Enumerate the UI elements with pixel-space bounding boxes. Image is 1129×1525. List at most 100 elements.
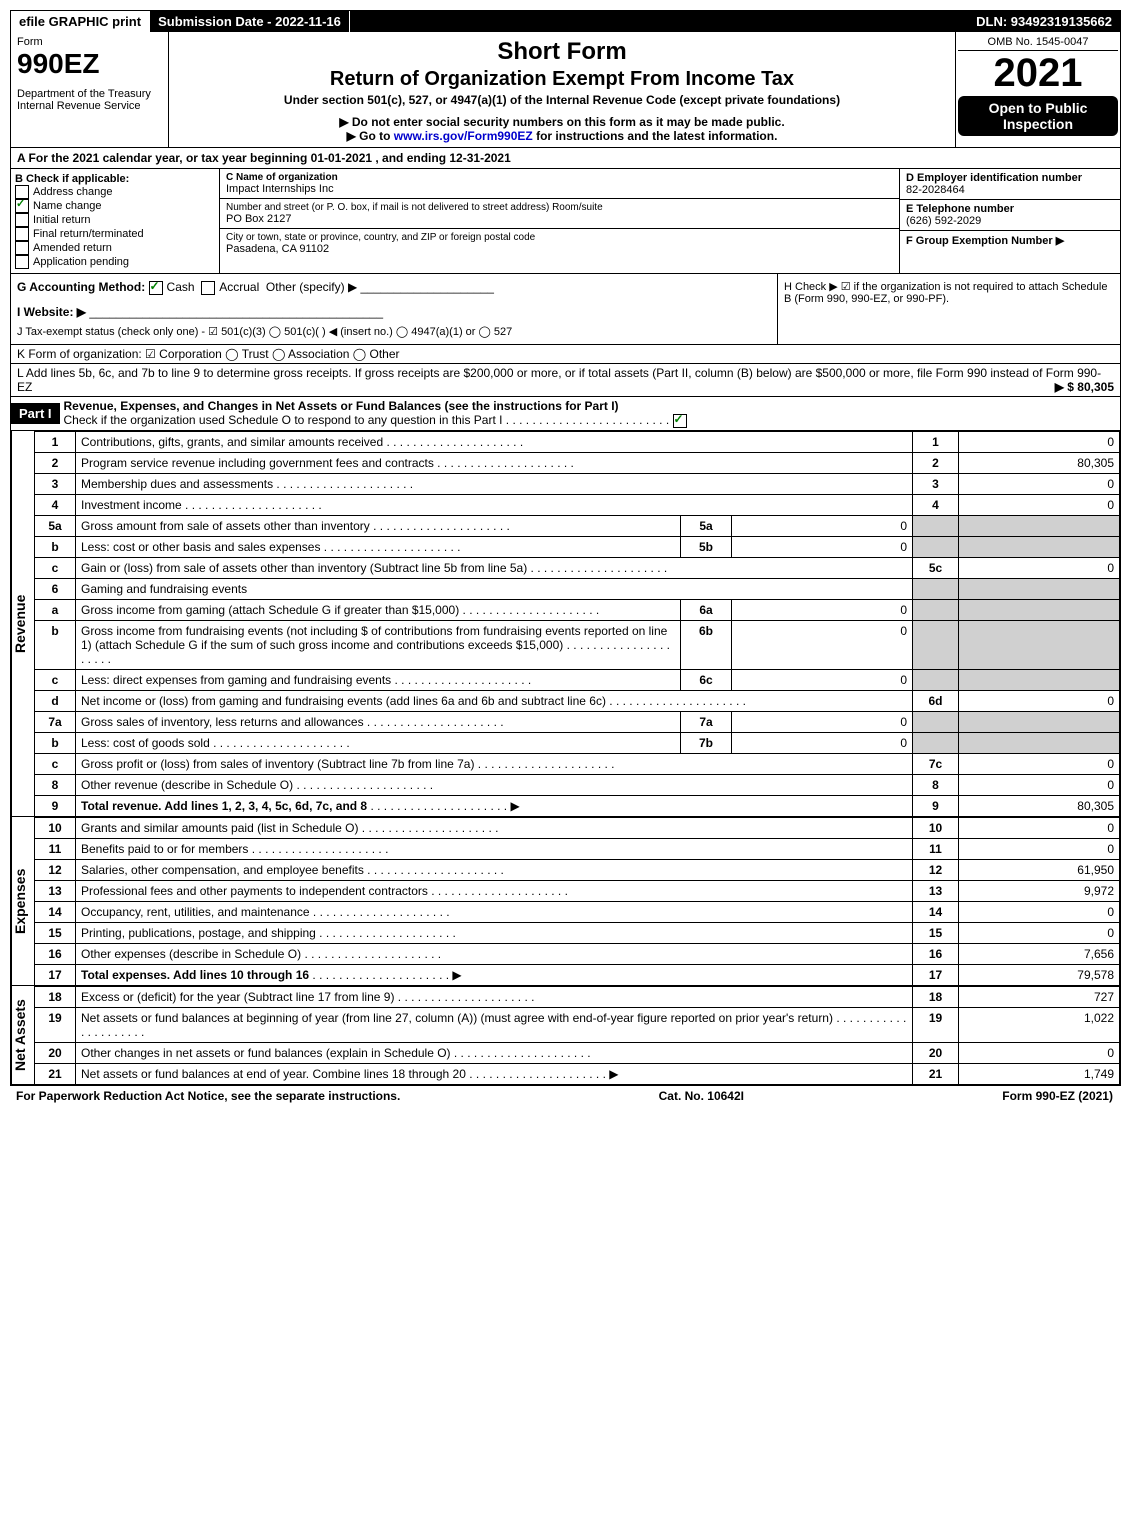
k-form-org: K Form of organization: ☑ Corporation ◯ … xyxy=(11,345,1120,364)
line-number: 13 xyxy=(35,880,76,901)
sub-line-no: 6c xyxy=(681,669,732,690)
gray-cell xyxy=(959,515,1120,536)
open-public: Open to Public Inspection xyxy=(958,96,1118,136)
result-line-no: 11 xyxy=(913,838,959,859)
line-number: c xyxy=(35,753,76,774)
form-word: Form xyxy=(17,36,162,48)
result-line-no: 9 xyxy=(913,795,959,816)
line-label: Gain or (loss) from sale of assets other… xyxy=(76,557,913,578)
omb: OMB No. 1545-0047 xyxy=(958,34,1118,51)
gray-cell xyxy=(913,711,959,732)
chk-application-pending[interactable] xyxy=(15,255,29,269)
line-label: Gross profit or (loss) from sales of inv… xyxy=(76,753,913,774)
line-number: 6 xyxy=(35,578,76,599)
subtitle-2: ▶ Do not enter social security numbers o… xyxy=(173,115,951,129)
chk-amended-return[interactable] xyxy=(15,241,29,255)
submission-date: Submission Date - 2022-11-16 xyxy=(150,11,350,32)
gray-cell xyxy=(959,578,1120,599)
line-row: 6Gaming and fundraising events xyxy=(35,578,1120,599)
chk-initial-return[interactable] xyxy=(15,213,29,227)
line-row: 2Program service revenue including gover… xyxy=(35,452,1120,473)
line-number: 8 xyxy=(35,774,76,795)
part-i-header: Part I Revenue, Expenses, and Changes in… xyxy=(11,397,1120,431)
result-line-no: 13 xyxy=(913,880,959,901)
h-check: H Check ▶ ☑ if the organization is not r… xyxy=(777,274,1120,344)
line-label: Gross sales of inventory, less returns a… xyxy=(76,711,681,732)
revenue-label: Revenue xyxy=(11,431,34,817)
line-number: 4 xyxy=(35,494,76,515)
result-amount: 1,749 xyxy=(959,1063,1120,1084)
result-line-no: 3 xyxy=(913,473,959,494)
result-amount: 7,656 xyxy=(959,943,1120,964)
line-label: Other changes in net assets or fund bala… xyxy=(76,1042,913,1063)
result-amount: 727 xyxy=(959,986,1120,1007)
line-number: 3 xyxy=(35,473,76,494)
form-number: 990EZ xyxy=(17,48,162,80)
gray-cell xyxy=(959,732,1120,753)
irs-link[interactable]: www.irs.gov/Form990EZ xyxy=(394,129,533,143)
line-row: 10Grants and similar amounts paid (list … xyxy=(35,817,1120,838)
sub-line-value: 0 xyxy=(732,536,913,557)
org-city: Pasadena, CA 91102 xyxy=(226,243,893,255)
line-row: 12Salaries, other compensation, and empl… xyxy=(35,859,1120,880)
c-name-label: C Name of organization xyxy=(226,172,893,183)
section-a: A For the 2021 calendar year, or tax yea… xyxy=(11,148,1120,169)
line-row: bGross income from fundraising events (n… xyxy=(35,620,1120,669)
line-row: 14Occupancy, rent, utilities, and mainte… xyxy=(35,901,1120,922)
title-return: Return of Organization Exempt From Incom… xyxy=(173,68,951,91)
line-label: Other expenses (describe in Schedule O) … xyxy=(76,943,913,964)
phone: (626) 592-2029 xyxy=(906,215,1114,227)
result-amount: 0 xyxy=(959,838,1120,859)
header-left: Form 990EZ Department of the Treasury In… xyxy=(11,32,169,147)
line-number: 11 xyxy=(35,838,76,859)
line-number: 1 xyxy=(35,431,76,452)
chk-schedule-o[interactable] xyxy=(673,414,687,428)
subtitle-1: Under section 501(c), 527, or 4947(a)(1)… xyxy=(173,93,951,107)
top-bar: efile GRAPHIC print Submission Date - 20… xyxy=(11,11,1120,32)
chk-accrual[interactable] xyxy=(201,281,215,295)
sub-line-no: 5b xyxy=(681,536,732,557)
gray-cell xyxy=(913,536,959,557)
header: Form 990EZ Department of the Treasury In… xyxy=(11,32,1120,148)
dept: Department of the Treasury xyxy=(17,88,162,100)
line-number: 16 xyxy=(35,943,76,964)
expenses-section: Expenses 10Grants and similar amounts pa… xyxy=(11,817,1120,986)
line-row: cLess: direct expenses from gaming and f… xyxy=(35,669,1120,690)
line-number: 7a xyxy=(35,711,76,732)
line-number: 17 xyxy=(35,964,76,985)
result-amount: 61,950 xyxy=(959,859,1120,880)
gray-cell xyxy=(913,599,959,620)
chk-final-return[interactable] xyxy=(15,227,29,241)
gray-cell xyxy=(913,669,959,690)
chk-name-change[interactable] xyxy=(15,199,29,213)
line-row: cGain or (loss) from sale of assets othe… xyxy=(35,557,1120,578)
gh-block: G Accounting Method: Cash Accrual Other … xyxy=(11,274,1120,345)
line-row: cGross profit or (loss) from sales of in… xyxy=(35,753,1120,774)
org-address: PO Box 2127 xyxy=(226,213,893,225)
result-amount: 0 xyxy=(959,817,1120,838)
line-number: 19 xyxy=(35,1007,76,1042)
d-label: D Employer identification number xyxy=(906,172,1114,184)
result-line-no: 17 xyxy=(913,964,959,985)
line-row: 9Total revenue. Add lines 1, 2, 3, 4, 5c… xyxy=(35,795,1120,816)
chk-cash[interactable] xyxy=(149,281,163,295)
sub-line-no: 5a xyxy=(681,515,732,536)
efile-print[interactable]: efile GRAPHIC print xyxy=(11,11,150,32)
section-c: C Name of organization Impact Internship… xyxy=(220,169,900,273)
line-row: 16Other expenses (describe in Schedule O… xyxy=(35,943,1120,964)
revenue-table: 1Contributions, gifts, grants, and simil… xyxy=(34,431,1120,817)
line-number: b xyxy=(35,536,76,557)
line-number: 12 xyxy=(35,859,76,880)
sub-line-no: 7b xyxy=(681,732,732,753)
line-row: 20Other changes in net assets or fund ba… xyxy=(35,1042,1120,1063)
line-number: c xyxy=(35,669,76,690)
result-line-no: 16 xyxy=(913,943,959,964)
sub-line-value: 0 xyxy=(732,711,913,732)
c-addr-label: Number and street (or P. O. box, if mail… xyxy=(226,202,893,213)
e-label: E Telephone number xyxy=(906,203,1114,215)
line-row: aGross income from gaming (attach Schedu… xyxy=(35,599,1120,620)
line-number: d xyxy=(35,690,76,711)
result-line-no: 10 xyxy=(913,817,959,838)
line-row: 21Net assets or fund balances at end of … xyxy=(35,1063,1120,1084)
line-row: 11Benefits paid to or for members . . . … xyxy=(35,838,1120,859)
